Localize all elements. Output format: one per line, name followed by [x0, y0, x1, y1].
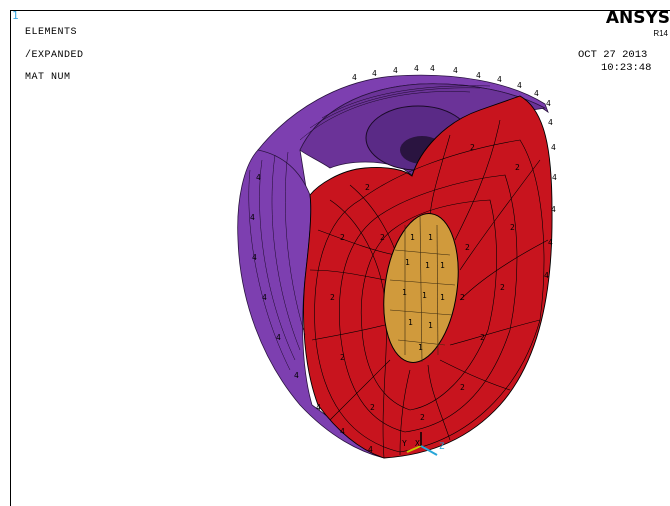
svg-text:4: 4 [252, 253, 257, 262]
release-label: R14 [653, 29, 668, 38]
svg-text:2: 2 [420, 413, 425, 422]
svg-text:4: 4 [368, 445, 373, 454]
plot-date: OCT 27 2013 [578, 49, 648, 61]
svg-text:4: 4 [414, 64, 419, 73]
svg-text:2: 2 [380, 233, 385, 242]
window-number[interactable]: 1 [12, 9, 19, 22]
svg-text:4: 4 [276, 333, 281, 342]
svg-text:4: 4 [551, 143, 556, 152]
svg-text:4: 4 [393, 66, 398, 75]
plot-label-elements: ELEMENTS [25, 27, 78, 38]
svg-text:2: 2 [340, 353, 345, 362]
svg-text:4: 4 [546, 99, 551, 108]
svg-text:4: 4 [352, 73, 357, 82]
svg-text:2: 2 [480, 333, 485, 342]
svg-text:4: 4 [476, 71, 481, 80]
svg-text:2: 2 [515, 163, 520, 172]
svg-text:1: 1 [422, 291, 427, 300]
global-triad: X Y Z [402, 432, 445, 456]
svg-text:2: 2 [370, 403, 375, 412]
svg-text:1: 1 [440, 293, 445, 302]
svg-text:2: 2 [510, 223, 515, 232]
svg-text:4: 4 [256, 173, 261, 182]
outer-shell-mesh [248, 85, 491, 371]
svg-text:4: 4 [544, 271, 549, 280]
svg-text:4: 4 [548, 118, 553, 127]
svg-text:1: 1 [428, 321, 433, 330]
svg-text:4: 4 [294, 371, 299, 380]
svg-text:2: 2 [500, 283, 505, 292]
svg-text:2: 2 [340, 233, 345, 242]
triad-y-axis [406, 445, 422, 453]
svg-text:4: 4 [497, 75, 502, 84]
svg-text:4: 4 [262, 293, 267, 302]
plot-label-expanded: /EXPANDED [25, 50, 84, 61]
svg-text:4: 4 [250, 213, 255, 222]
material-number-labels: 4 4 4 4 4 4 4 4 4 4 4 4 4 4 4 4 4 4 4 4 … [250, 64, 557, 454]
svg-text:4: 4 [340, 427, 345, 436]
svg-text:4: 4 [517, 81, 522, 90]
svg-text:1: 1 [425, 261, 430, 270]
triad-z-label: Z [439, 442, 445, 452]
svg-text:1: 1 [408, 318, 413, 327]
svg-text:1: 1 [428, 233, 433, 242]
triad-y-label: Y [402, 439, 407, 448]
svg-text:2: 2 [460, 383, 465, 392]
svg-text:4: 4 [372, 69, 377, 78]
ansys-logo: ANSYS [605, 8, 670, 28]
triad-z-axis [420, 445, 438, 456]
svg-text:1: 1 [440, 261, 445, 270]
graphics-window-frame [10, 10, 670, 506]
svg-text:2: 2 [330, 293, 335, 302]
svg-text:4: 4 [552, 173, 557, 182]
plot-time: 10:23:48 [601, 62, 652, 74]
svg-text:2: 2 [365, 183, 370, 192]
svg-text:4: 4 [534, 89, 539, 98]
core-mesh [389, 214, 456, 363]
svg-text:1: 1 [418, 343, 423, 352]
svg-text:2: 2 [465, 243, 470, 252]
svg-text:4: 4 [316, 403, 321, 412]
svg-text:4: 4 [430, 64, 435, 73]
svg-text:4: 4 [453, 66, 458, 75]
svg-text:1: 1 [402, 288, 407, 297]
svg-text:4: 4 [551, 205, 556, 214]
svg-text:2: 2 [470, 143, 475, 152]
svg-text:1: 1 [405, 258, 410, 267]
svg-text:4: 4 [548, 238, 553, 247]
svg-text:1: 1 [410, 233, 415, 242]
triad-x-label: X [415, 439, 420, 448]
svg-text:2: 2 [460, 293, 465, 302]
plot-label-mat-num: MAT NUM [25, 72, 71, 83]
